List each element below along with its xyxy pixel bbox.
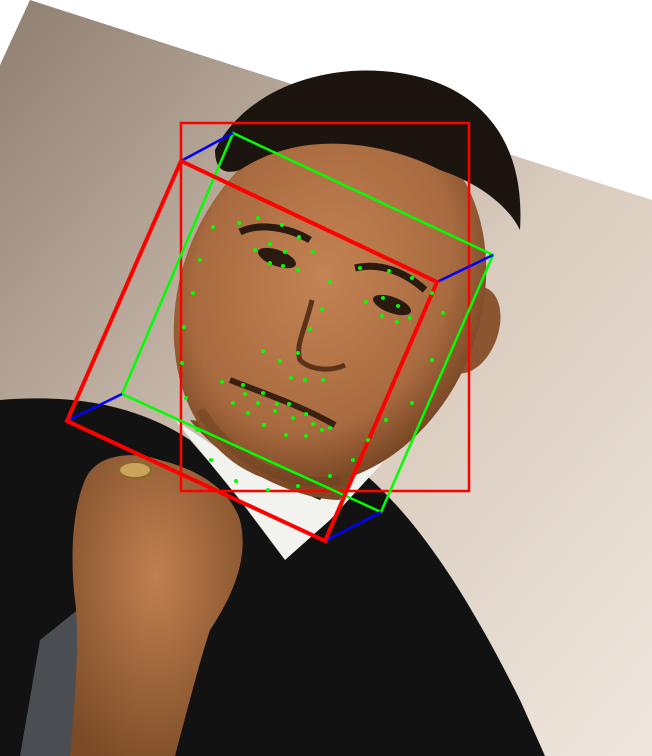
landmark-point	[430, 291, 434, 295]
landmark-point	[287, 402, 291, 406]
landmark-point	[320, 428, 324, 432]
pose-edge-bottom-right	[324, 510, 382, 543]
pose-box-edges	[66, 131, 494, 543]
pose-edge-top-left	[180, 131, 234, 163]
nose	[296, 299, 347, 372]
landmark-point	[387, 269, 391, 273]
landmark-point	[303, 378, 307, 382]
landmark-point	[364, 300, 368, 304]
pose-edge-bottom-left	[66, 392, 123, 423]
landmark-point	[410, 401, 414, 405]
landmark-point	[275, 402, 279, 406]
landmark-point	[198, 258, 202, 262]
facial-landmarks	[180, 216, 445, 492]
landmark-point	[184, 396, 188, 400]
landmark-point	[278, 359, 282, 363]
landmark-point	[308, 327, 312, 331]
landmark-point	[283, 250, 287, 254]
landmark-point	[237, 221, 241, 225]
landmark-point	[256, 401, 260, 405]
landmark-point	[358, 266, 362, 270]
landmark-point	[291, 416, 295, 420]
pose-edge-top-right	[436, 253, 494, 284]
landmark-point	[266, 488, 270, 492]
landmark-point	[262, 423, 266, 427]
landmark-point	[280, 223, 284, 227]
landmark-point	[304, 412, 308, 416]
landmark-point	[351, 458, 355, 462]
mouth	[228, 377, 337, 428]
landmark-point	[366, 438, 370, 442]
landmark-point	[191, 291, 195, 295]
landmark-point	[381, 296, 385, 300]
detection-overlay	[64, 121, 495, 544]
landmark-point	[256, 216, 260, 220]
landmark-point	[380, 314, 384, 318]
eyebrow-left	[238, 223, 312, 244]
face	[173, 115, 487, 485]
landmark-point	[328, 474, 332, 478]
landmark-point	[297, 235, 301, 239]
landmark-point	[261, 349, 265, 353]
landmark-point	[268, 242, 272, 246]
landmark-point	[268, 261, 272, 265]
landmark-point	[195, 428, 199, 432]
landmark-point	[231, 401, 235, 405]
landmark-point	[253, 248, 257, 252]
landmark-point	[273, 409, 277, 413]
landmark-point	[384, 418, 388, 422]
fist	[70, 455, 243, 756]
landmark-point	[182, 325, 186, 329]
landmark-point	[408, 316, 412, 320]
landmark-point	[296, 484, 300, 488]
landmark-point	[209, 458, 213, 462]
landmark-point	[284, 433, 288, 437]
landmark-point	[430, 358, 434, 362]
landmark-point	[441, 311, 445, 315]
landmark-point	[328, 426, 332, 430]
pose-box-front-face	[64, 158, 440, 544]
landmark-point	[304, 434, 308, 438]
landmark-point	[311, 250, 315, 254]
eye-left	[258, 247, 296, 269]
landmark-point	[321, 378, 325, 382]
hair	[215, 70, 521, 230]
landmark-point	[220, 380, 224, 384]
landmark-point	[320, 307, 324, 311]
landmark-point	[289, 376, 293, 380]
landmark-point	[281, 264, 285, 268]
landmark-point	[243, 392, 247, 396]
landmark-point	[261, 391, 265, 395]
landmark-point	[410, 276, 414, 280]
landmark-point	[241, 383, 245, 387]
landmark-point	[211, 225, 215, 229]
landmark-point	[180, 361, 184, 365]
head	[173, 70, 521, 487]
landmark-point	[246, 411, 250, 415]
landmark-point	[296, 351, 300, 355]
chin-shadow	[195, 407, 341, 487]
hand	[70, 455, 243, 756]
landmark-point	[311, 422, 315, 426]
ring-icon	[118, 461, 152, 479]
landmark-point	[396, 304, 400, 308]
landmark-point	[328, 280, 332, 284]
landmark-point	[234, 479, 238, 483]
landmark-point	[395, 320, 399, 324]
eyebrow-right	[354, 262, 428, 293]
landmark-point	[296, 268, 300, 272]
